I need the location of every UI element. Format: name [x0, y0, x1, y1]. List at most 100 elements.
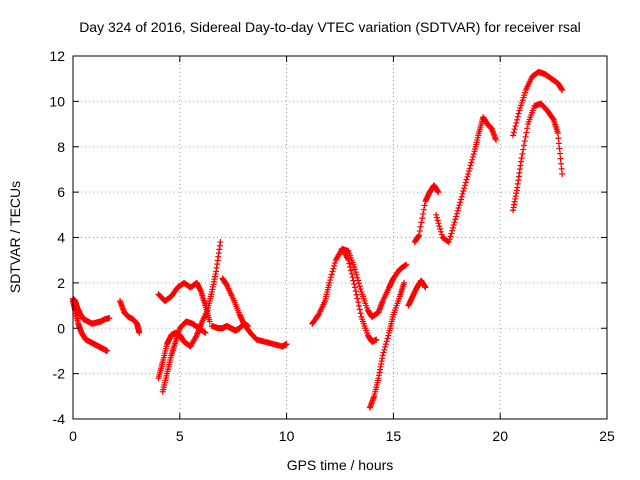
data-point [461, 182, 468, 189]
data-point [555, 140, 562, 147]
x-tick-label: 5 [176, 428, 184, 444]
data-point [356, 283, 363, 290]
data-point [465, 170, 472, 177]
data-point [347, 263, 354, 270]
data-point [373, 336, 380, 343]
data-point [349, 274, 356, 281]
x-tick-label: 15 [386, 428, 402, 444]
data-point [352, 269, 359, 276]
data-point [523, 129, 530, 136]
x-tick-label: 20 [492, 428, 508, 444]
data-point [549, 115, 556, 122]
data-point [348, 270, 355, 277]
data-point [451, 219, 458, 226]
x-axis-label: GPS time / hours [287, 457, 394, 473]
data-point [381, 346, 388, 353]
data-point [455, 205, 462, 212]
series-arc-12 [510, 68, 566, 139]
data-point [347, 267, 354, 274]
series-arc-3b [159, 318, 209, 395]
chart-title: Day 324 of 2016, Sidereal Day-to-day VTE… [79, 19, 581, 35]
x-tick-label: 10 [279, 428, 295, 444]
series-arc-11 [510, 100, 566, 214]
data-point [418, 219, 425, 226]
data-point [202, 329, 209, 336]
data-point [521, 138, 528, 145]
data-point [351, 281, 358, 288]
series-arc-7 [366, 279, 408, 411]
data-point [452, 216, 459, 223]
data-point [433, 211, 440, 218]
series-arc-9 [405, 277, 429, 309]
data-point [463, 176, 470, 183]
data-point [417, 223, 424, 230]
data-point [557, 150, 564, 157]
data-point [326, 279, 333, 286]
data-point [465, 168, 472, 175]
data-point [510, 129, 517, 136]
data-point [104, 347, 111, 354]
data-point [446, 236, 453, 243]
tick-layer: 0 5 10 15 20 25 -4 -2 0 2 4 6 8 10 12 [49, 48, 615, 444]
data-point [458, 193, 465, 200]
data-point [469, 153, 476, 160]
data-point [513, 119, 520, 126]
data-point [522, 133, 529, 140]
data-point [345, 257, 352, 264]
data-point [351, 266, 358, 273]
data-point [454, 207, 461, 214]
data-point [456, 202, 463, 209]
data-point [559, 170, 566, 177]
data-point [453, 213, 460, 220]
data-point [435, 220, 442, 227]
data-point [382, 341, 389, 348]
data-point [515, 110, 522, 117]
data-point [520, 142, 527, 149]
data-point [466, 165, 473, 172]
data-point [384, 335, 391, 342]
data-point [346, 260, 353, 267]
data-point [449, 227, 456, 234]
data-point [416, 227, 423, 234]
data-point [470, 151, 477, 158]
data-point [469, 156, 476, 163]
data-point [554, 130, 561, 137]
y-tick-label: 12 [49, 48, 65, 64]
series-arc-10 [433, 114, 499, 246]
series-arc-8 [411, 182, 442, 246]
data-point [283, 341, 290, 348]
data-point [520, 146, 527, 153]
series-arc-3c [155, 279, 213, 325]
data-point [447, 233, 454, 240]
data-point [558, 160, 565, 167]
y-tick-label: -2 [53, 366, 66, 382]
data-point [438, 231, 445, 238]
data-point [511, 126, 518, 133]
data-point [380, 349, 387, 356]
data-point [559, 87, 566, 94]
data-point [352, 288, 359, 295]
data-point [206, 318, 213, 325]
data-point [558, 165, 565, 172]
series-arc-3a [155, 239, 224, 382]
y-tick-label: 10 [49, 93, 65, 109]
data-point [457, 199, 464, 206]
y-tick-label: -4 [53, 411, 66, 427]
data-point [385, 332, 392, 339]
series-arc-6 [339, 245, 380, 345]
y-tick-label: 0 [57, 320, 65, 336]
data-point [419, 215, 426, 222]
series-arc-1b [70, 298, 111, 354]
data-point [514, 113, 521, 120]
data-point [557, 155, 564, 162]
data-point [461, 185, 468, 192]
data-point [468, 159, 475, 166]
data-point [510, 132, 517, 139]
data-point [217, 239, 224, 246]
marks-layer [70, 68, 566, 411]
data-point [355, 299, 362, 306]
data-point [420, 206, 427, 213]
data-point [350, 277, 357, 284]
data-point [327, 277, 334, 284]
data-point [457, 196, 464, 203]
